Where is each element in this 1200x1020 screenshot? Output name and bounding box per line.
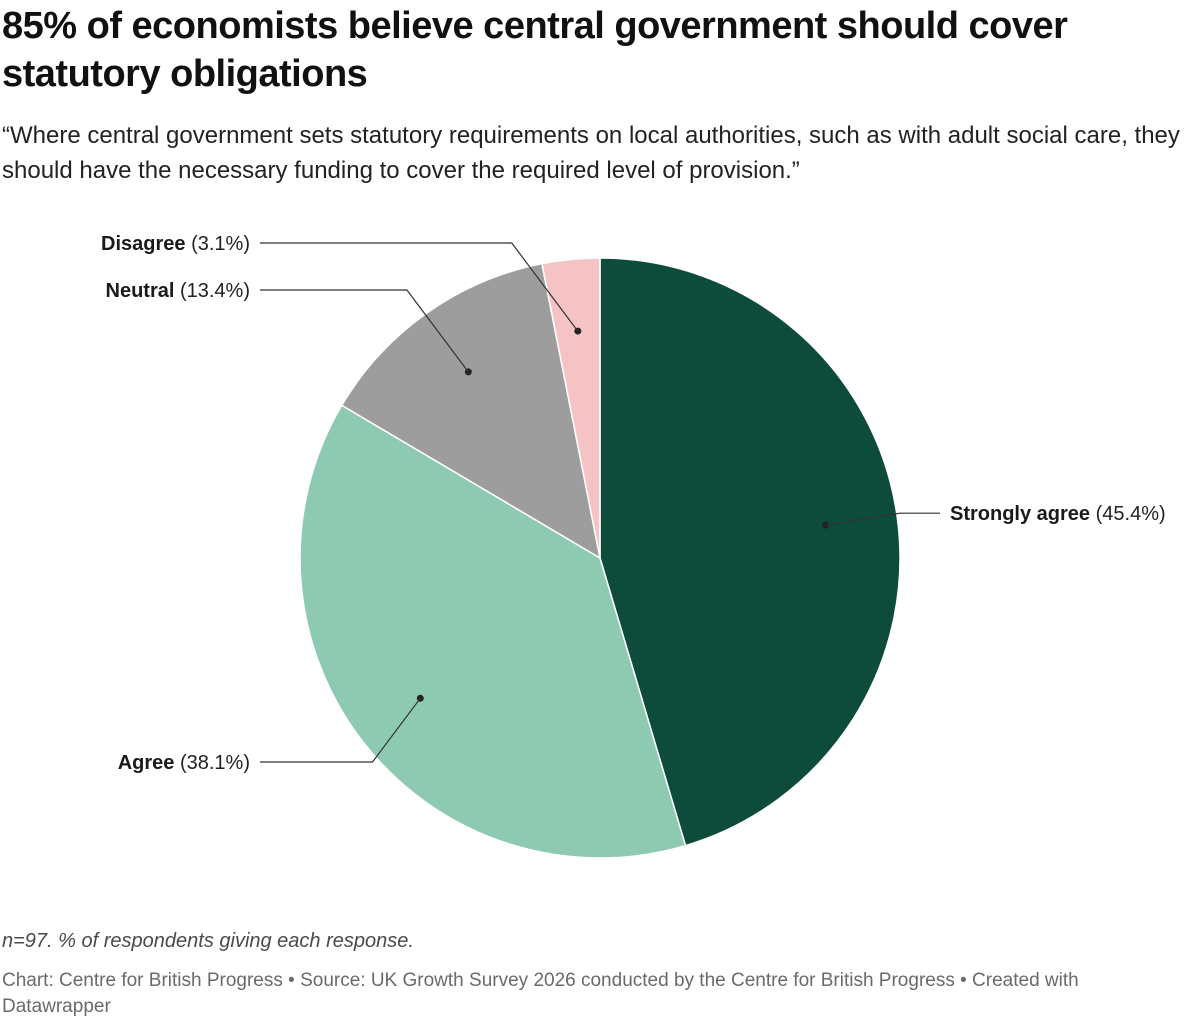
pie-chart: Strongly agree (45.4%) Agree (38.1%) Neutr… xyxy=(101,233,1166,859)
slice-category-agree: Agree xyxy=(118,752,175,774)
chart-subtitle: “Where central government sets statutory… xyxy=(2,122,1180,184)
slice-category-neutral: Neutral xyxy=(106,280,175,302)
slice-category-strongly-agree: Strongly agree xyxy=(950,503,1090,525)
slice-label-disagree: Disagree (3.1%) xyxy=(101,233,250,255)
chart-note: n=97. % of respondents giving each respo… xyxy=(2,930,414,952)
chart-title: 85% of economists believe central govern… xyxy=(2,5,1068,95)
slice-label-strongly-agree: Strongly agree (45.4%) xyxy=(950,503,1166,525)
slice-label-neutral: Neutral (13.4%) xyxy=(106,280,251,302)
slice-value-neutral: (13.4%) xyxy=(174,280,250,302)
slice-strongly-agree xyxy=(599,257,901,847)
slice-value-strongly-agree: (45.4%) xyxy=(1090,503,1166,525)
slice-value-disagree: (3.1%) xyxy=(186,233,250,255)
slice-neutral xyxy=(340,262,602,560)
pie-slices xyxy=(299,257,901,859)
slice-category-disagree: Disagree xyxy=(101,233,186,255)
leader-line-strongly-agree xyxy=(825,512,940,526)
slice-label-agree: Agree (38.1%) xyxy=(118,752,250,774)
slice-labels: Strongly agree (45.4%) Agree (38.1%) Neutr… xyxy=(101,233,1166,774)
leader-lines xyxy=(260,242,940,763)
leader-line-neutral xyxy=(260,289,469,373)
slice-value-agree: (38.1%) xyxy=(174,752,250,774)
chart-credits: Chart: Centre for British Progress • Sou… xyxy=(2,970,1079,1017)
leader-line-agree xyxy=(260,697,421,763)
leader-line-disagree xyxy=(260,242,579,332)
slice-disagree xyxy=(541,257,601,559)
slice-agree xyxy=(299,404,687,859)
